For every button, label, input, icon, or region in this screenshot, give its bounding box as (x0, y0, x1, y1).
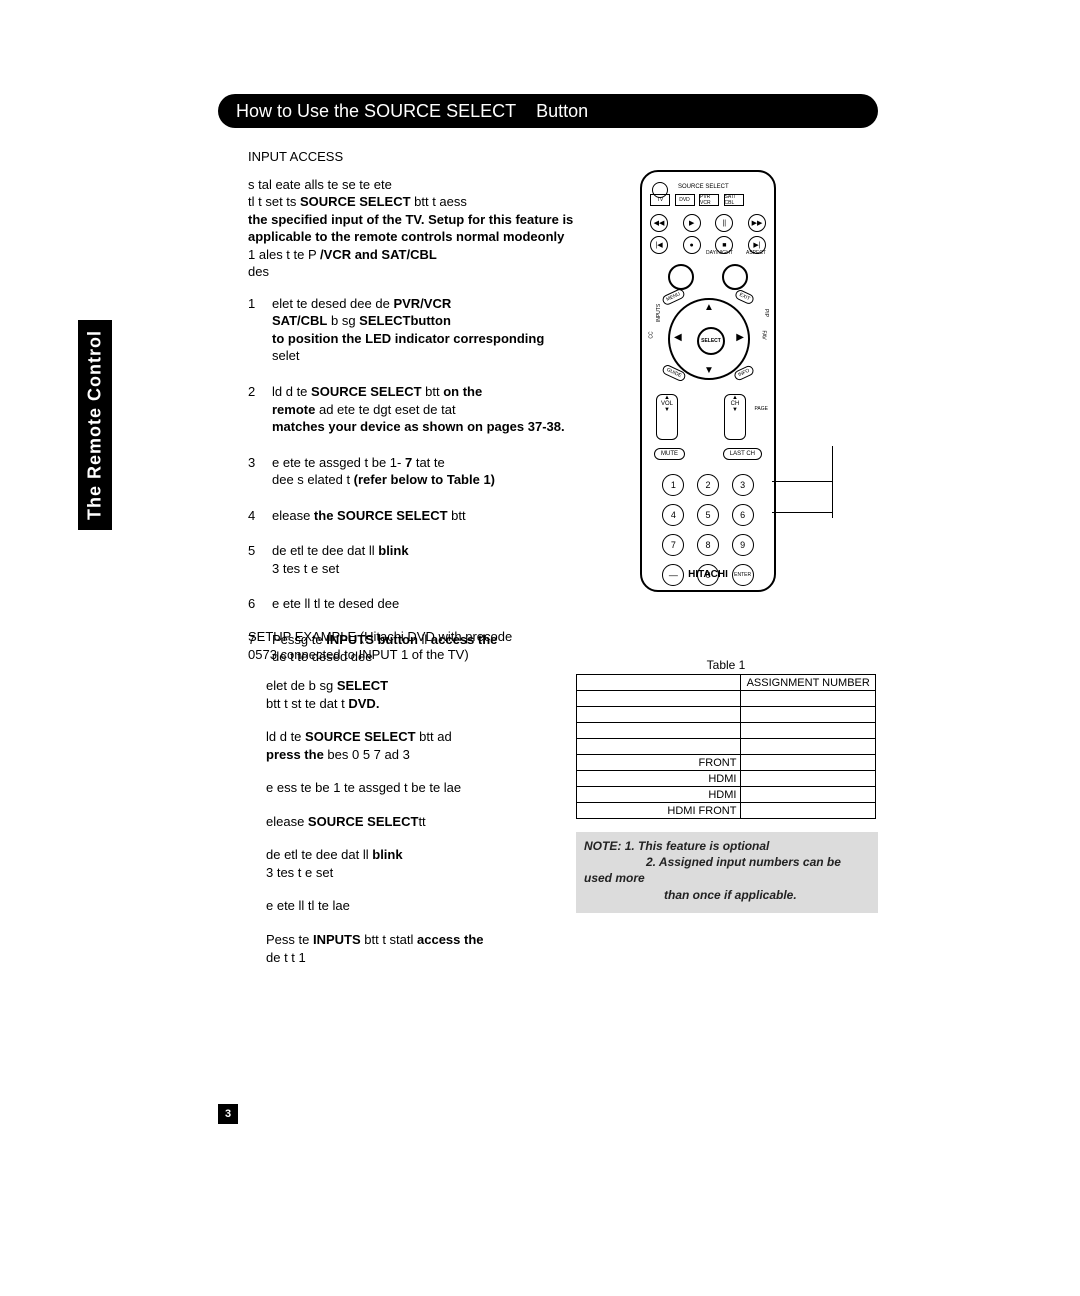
header-title-b: Button (536, 101, 588, 122)
assignment-table: Table 1 ASSIGNMENT NUMBER FRONTHDMIHDMIH… (576, 658, 876, 819)
intro-bold: the specified input of the TV. Setup for… (248, 212, 573, 227)
pip-label: PIP (763, 309, 769, 317)
setup-text: de t t 1 (266, 950, 306, 965)
subheading: INPUT ACCESS (248, 148, 618, 166)
mute-button: MUTE (654, 448, 685, 460)
main-content: INPUT ACCESS s tal eate alls te se te et… (248, 148, 618, 684)
setup-bold: SOURCE SELECT (308, 814, 419, 829)
page-number: 3 (218, 1104, 238, 1124)
up-arrow-icon: ▲ (704, 302, 714, 313)
intro-bold: /VCR and SAT/CBL (320, 247, 437, 262)
play-icon: ▶ (683, 214, 701, 232)
intro-line: tl t set ts (248, 194, 300, 209)
setup-text: tt (418, 814, 425, 829)
setup-example: SETUP EXAMPLE (Hitachi DVD with precode … (248, 628, 558, 982)
down-arrow-icon: ▼ (704, 365, 714, 376)
setup-text: de etl te dee dat ll (266, 847, 372, 862)
setup-text: Pess te (266, 932, 313, 947)
note-prefix: NOTE: (584, 839, 621, 853)
note-line: 2. Assigned input numbers can be used mo… (584, 855, 841, 885)
setup-text: btt ad (416, 729, 452, 744)
setup-bold: SOURCE SELECT (305, 729, 416, 744)
right-arrow-icon: ▶ (736, 332, 744, 343)
setup-text: e ess te be 1 te assged t be te lae (248, 779, 558, 797)
rec-icon: ● (683, 236, 701, 254)
remote-diagram: SOURCE SELECT TVDVDPVR VCRSAT/ CBL ◀◀ ▶ … (640, 170, 776, 592)
daynight-button (668, 264, 694, 290)
inputs-label: INPUTS (656, 304, 662, 322)
setup-head: 0573 connected to INPUT 1 of the TV) (248, 647, 469, 662)
brand-label: HITACHI (642, 569, 774, 580)
ch-down-icon: ▼ (725, 407, 745, 413)
table-caption: Table 1 (576, 658, 876, 674)
setup-text: bes 0 5 7 ad 3 (324, 747, 410, 762)
dpad: SELECT ▲ ▼ ◀ ▶ (668, 298, 750, 380)
source-select-label: SOURCE SELECT (678, 184, 729, 190)
intro-line: 1 ales t te P (248, 247, 320, 262)
setup-text: e ete ll tl te lae (248, 897, 558, 915)
pause-icon: || (715, 214, 733, 232)
intro-line: des (248, 264, 269, 279)
channel-rocker: ▲ CH ▼ (724, 394, 746, 440)
setup-bold: press the (266, 747, 324, 762)
setup-bold: INPUTS (313, 932, 361, 947)
intro-bold: applicable to the remote controls normal… (248, 229, 538, 244)
setup-text: btt t st te dat t (266, 696, 348, 711)
fav-label: FAV (760, 330, 766, 339)
setup-text: elet de b sg (266, 678, 337, 693)
setup-bold: access the (417, 932, 484, 947)
note-box: NOTE: 1. This feature is optional 2. Ass… (576, 832, 878, 913)
setup-head: SETUP EXAMPLE (Hitachi DVD with precode (248, 629, 512, 644)
intro-line: s tal eate alls te se te ete (248, 177, 392, 192)
left-arrow-icon: ◀ (674, 332, 682, 343)
ffwd-icon: ▶▶ (748, 214, 766, 232)
setup-text: btt t statl (361, 932, 417, 947)
prev-icon: |◀ (650, 236, 668, 254)
aspect-button (722, 264, 748, 290)
setup-bold: SELECT (337, 678, 388, 693)
page-label: PAGE (754, 406, 768, 412)
select-button: SELECT (697, 327, 725, 355)
setup-text: ld d te (266, 729, 305, 744)
intro-bold: only (538, 229, 565, 244)
sidebar-tab: The Remote Control (78, 320, 112, 530)
intro-line: btt t aess (411, 194, 467, 209)
callout-line (772, 481, 832, 482)
note-line: than once if applicable. (664, 888, 797, 902)
section-header: How to Use the SOURCE SELECT Button (218, 94, 878, 128)
header-title-a: How to Use the SOURCE SELECT (236, 101, 516, 122)
setup-bold: blink (372, 847, 402, 862)
lastch-button: LAST CH (723, 448, 762, 460)
setup-bold: DVD. (348, 696, 379, 711)
setup-text: elease (266, 814, 308, 829)
intro-bold: SOURCE SELECT (300, 194, 411, 209)
vol-down-icon: ▼ (657, 407, 677, 413)
callout-line (772, 512, 832, 513)
aspect-label: ASPECT (746, 250, 766, 256)
cc-label: CC (649, 331, 655, 338)
rewind-icon: ◀◀ (650, 214, 668, 232)
volume-rocker: ▲ VOL ▼ (656, 394, 678, 440)
setup-text: 3 tes t e set (266, 865, 333, 880)
note-line: 1. This feature is optional (625, 839, 770, 853)
table-header: ASSIGNMENT NUMBER (741, 675, 876, 691)
daynight-label: DAY/NIGHT (706, 250, 733, 256)
